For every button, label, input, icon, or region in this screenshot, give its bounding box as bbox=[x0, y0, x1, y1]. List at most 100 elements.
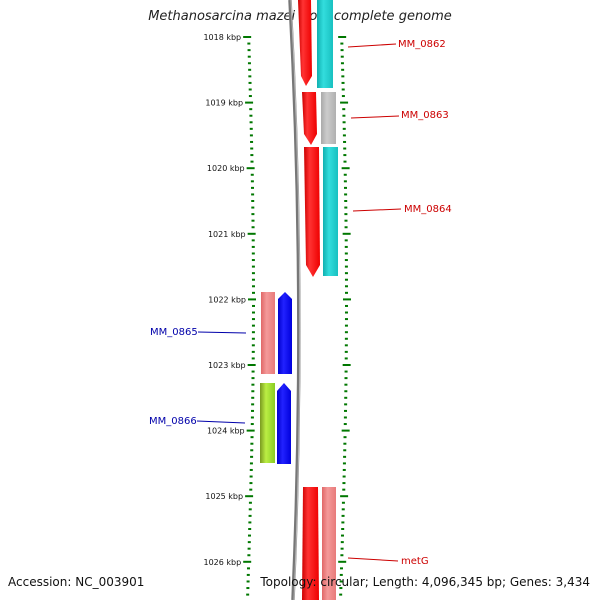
tick-minor bbox=[246, 587, 250, 590]
tick-minor bbox=[250, 449, 254, 452]
tick-minor bbox=[250, 160, 254, 163]
gene-mm0865-cds[interactable] bbox=[278, 292, 292, 374]
tick-minor bbox=[343, 180, 347, 183]
tick-minor bbox=[250, 186, 254, 189]
gene-label-mm0866[interactable]: MM_0866 bbox=[149, 416, 197, 427]
gene-label-mm0864[interactable]: MM_0864 bbox=[404, 204, 452, 215]
tick-minor bbox=[344, 377, 348, 380]
tick-minor bbox=[250, 147, 254, 150]
genome-backbone bbox=[288, 0, 301, 600]
tick-minor bbox=[344, 226, 348, 229]
tick-minor bbox=[339, 593, 343, 596]
mm0865-feature[interactable] bbox=[261, 292, 275, 374]
tick-minor bbox=[344, 324, 348, 327]
gene-mm0862-cds[interactable] bbox=[298, 0, 312, 86]
tick-minor bbox=[247, 62, 251, 65]
tick-minor bbox=[251, 409, 255, 412]
tick-minor bbox=[251, 265, 255, 268]
tick-minor bbox=[344, 206, 348, 209]
tick-minor bbox=[342, 462, 346, 465]
mm0864-feature[interactable] bbox=[323, 147, 338, 276]
tick-minor bbox=[250, 416, 254, 419]
tick-minor bbox=[344, 285, 348, 288]
mm0862-feature[interactable] bbox=[317, 0, 333, 88]
tick-minor bbox=[248, 501, 252, 504]
tick-minor bbox=[344, 278, 348, 281]
gene-metg-cds[interactable] bbox=[302, 487, 319, 600]
tick-minor bbox=[344, 331, 348, 334]
tick-minor bbox=[249, 108, 253, 111]
tick-minor bbox=[344, 272, 348, 275]
tick-minor bbox=[344, 239, 348, 242]
mm0863-feature[interactable] bbox=[321, 92, 336, 144]
gene-mm0863-cds[interactable] bbox=[302, 92, 317, 145]
tick-major bbox=[338, 560, 347, 563]
tick-minor bbox=[247, 55, 251, 58]
tick-minor bbox=[249, 114, 253, 117]
tick-label: 1025 kbp bbox=[205, 492, 243, 501]
tick-major bbox=[243, 560, 252, 563]
tick-minor bbox=[341, 75, 345, 78]
tick-major bbox=[246, 167, 255, 170]
tick-major bbox=[338, 36, 347, 38]
tick-major bbox=[342, 232, 351, 235]
tick-minor bbox=[251, 350, 255, 353]
tick-label: 1020 kbp bbox=[207, 164, 245, 173]
tick-minor bbox=[343, 442, 347, 445]
leader-metg bbox=[347, 557, 399, 562]
gene-mm0866-cds[interactable] bbox=[277, 383, 291, 464]
tick-minor bbox=[249, 121, 253, 124]
tick-minor bbox=[250, 173, 254, 176]
tick-minor bbox=[246, 580, 250, 583]
left-tick-track bbox=[243, 36, 256, 596]
tick-minor bbox=[344, 265, 348, 268]
tick-minor bbox=[342, 468, 346, 471]
tick-minor bbox=[342, 134, 346, 137]
tick-minor bbox=[251, 219, 255, 222]
mm0866-feature[interactable] bbox=[260, 383, 275, 463]
gene-label-mm0865[interactable]: MM_0865 bbox=[150, 327, 198, 338]
tick-minor bbox=[251, 259, 255, 262]
tick-major bbox=[247, 232, 256, 235]
gene-mm0864-cds[interactable] bbox=[304, 147, 320, 277]
tick-minor bbox=[341, 95, 345, 98]
tick-minor bbox=[251, 252, 255, 255]
tick-minor bbox=[251, 200, 255, 202]
tick-minor bbox=[251, 311, 255, 314]
tick-minor bbox=[344, 337, 348, 340]
tick-minor bbox=[249, 488, 253, 491]
metg-feature[interactable] bbox=[322, 487, 336, 600]
tick-minor bbox=[341, 501, 345, 504]
tick-minor bbox=[250, 436, 254, 439]
tick-label: 1026 kbp bbox=[203, 558, 241, 567]
tick-minor bbox=[249, 468, 253, 471]
tick-minor bbox=[344, 311, 348, 314]
tick-minor bbox=[344, 259, 348, 262]
tick-minor bbox=[342, 488, 346, 491]
tick-minor bbox=[343, 147, 347, 150]
tick-minor bbox=[344, 344, 348, 347]
tick-label: 1022 kbp bbox=[208, 295, 246, 304]
tick-minor bbox=[248, 528, 252, 530]
tick-major bbox=[245, 101, 254, 104]
tick-minor bbox=[251, 239, 255, 242]
tick-minor bbox=[343, 416, 347, 419]
gene-label-mm0863[interactable]: MM_0863 bbox=[401, 110, 449, 121]
tick-minor bbox=[251, 291, 255, 294]
gene-label-mm0862[interactable]: MM_0862 bbox=[398, 39, 446, 50]
tick-minor bbox=[250, 455, 254, 458]
tick-minor bbox=[343, 160, 347, 163]
tick-minor bbox=[342, 127, 346, 130]
tick-minor bbox=[342, 114, 346, 117]
tick-minor bbox=[341, 68, 345, 71]
gene-label-metg[interactable]: metG bbox=[401, 556, 429, 567]
tick-minor bbox=[249, 475, 253, 478]
tick-minor bbox=[251, 304, 255, 307]
tick-minor bbox=[344, 318, 348, 321]
tick-minor bbox=[248, 95, 252, 98]
tick-minor bbox=[247, 42, 251, 45]
tick-minor bbox=[343, 173, 347, 176]
tick-major bbox=[340, 101, 349, 104]
tick-minor bbox=[248, 514, 252, 517]
